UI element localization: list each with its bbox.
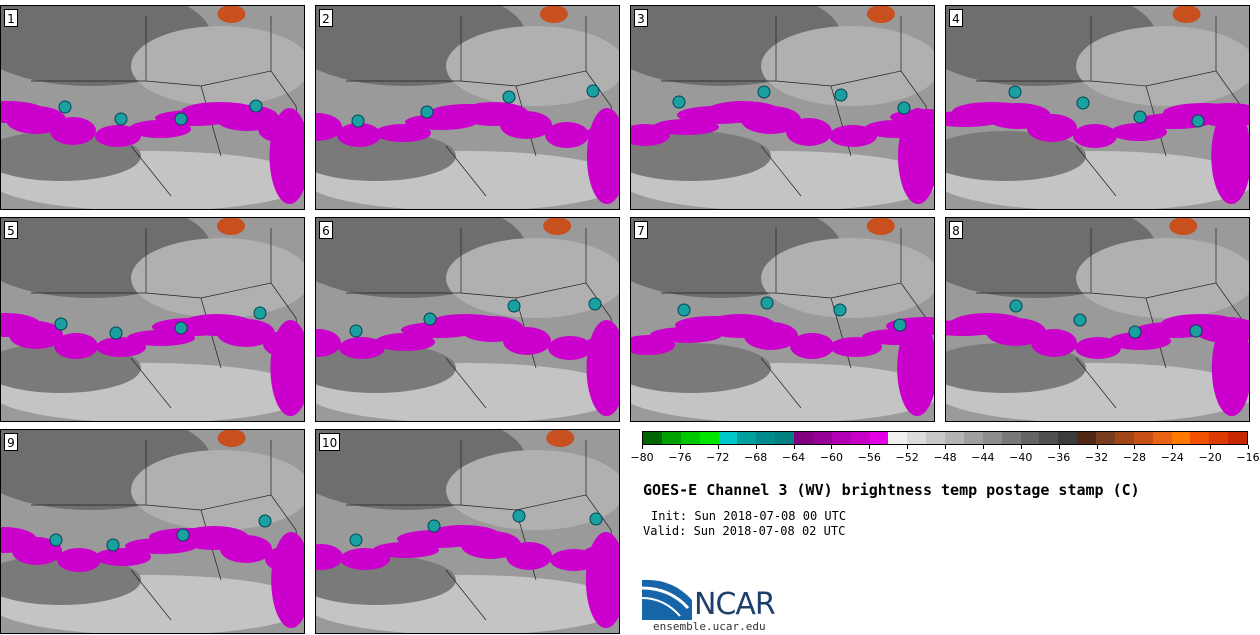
colorbar-swatch	[907, 432, 927, 444]
member-number: 6	[319, 221, 333, 239]
colorbar-swatch	[1114, 432, 1134, 444]
member-number: 1	[4, 9, 18, 27]
colorbar-swatch	[1133, 432, 1153, 444]
colorbar-swatch	[1209, 432, 1229, 444]
colorbar-tick-label: −56	[857, 451, 881, 464]
map-panel-3: 3	[630, 5, 935, 210]
colorbar-tick	[945, 445, 946, 449]
colorbar-tick-label: −20	[1198, 451, 1222, 464]
colorbar-tick-label: −60	[819, 451, 843, 464]
colorbar-tick-label: −64	[781, 451, 806, 464]
map-panel-1: 1	[0, 5, 305, 210]
colorbar-swatch	[1171, 432, 1191, 444]
colorbar-tick-label: −28	[1122, 451, 1146, 464]
member-number: 10	[319, 433, 341, 451]
colorbar-tick	[642, 445, 643, 449]
colorbar-tick-label: −36	[1047, 451, 1071, 464]
member-number: 3	[634, 9, 648, 27]
colorbar-tick-label: −44	[971, 451, 995, 464]
colorbar	[642, 431, 1248, 445]
colorbar-swatch	[699, 432, 719, 444]
colorbar-tick	[1096, 445, 1098, 449]
member-number: 5	[4, 221, 18, 239]
colorbar-swatch	[945, 432, 964, 444]
colorbar-swatch	[1190, 432, 1210, 444]
chart-title: GOES-E Channel 3 (WV) brightness temp po…	[643, 481, 1140, 499]
map-panel-4: 4	[945, 5, 1250, 210]
member-number: 7	[634, 221, 648, 239]
colorbar-tick-label: −32	[1084, 451, 1109, 464]
colorbar-tick	[1020, 445, 1022, 449]
colorbar-swatch	[850, 432, 870, 444]
colorbar-tick	[679, 445, 681, 449]
colorbar-tick	[717, 445, 719, 449]
colorbar-tick-label: −24	[1160, 451, 1184, 464]
colorbar-tick-label: −40	[1009, 451, 1033, 464]
colorbar-tick-label: −68	[744, 451, 768, 464]
colorbar-tick	[982, 445, 984, 449]
colorbar-swatch	[869, 432, 889, 444]
colorbar-tick	[869, 445, 871, 449]
colorbar-tick-label: −52	[895, 451, 919, 464]
colorbar-swatch	[794, 432, 813, 444]
map-panel-2: 2	[315, 5, 620, 210]
colorbar-tick	[1134, 445, 1136, 449]
colorbar-tick	[755, 445, 757, 449]
colorbar-swatch	[982, 432, 1002, 444]
colorbar-tick-label: −72	[706, 451, 730, 464]
colorbar-swatch	[1001, 432, 1021, 444]
colorbar-swatch	[661, 432, 681, 444]
member-number: 2	[319, 9, 333, 27]
map-panel-9: 9	[0, 429, 305, 634]
colorbar-swatch	[812, 432, 832, 444]
colorbar-swatch	[831, 432, 851, 444]
map-panel-7: 7	[630, 217, 935, 422]
colorbar-swatch	[1096, 432, 1115, 444]
colorbar-swatch	[1077, 432, 1096, 444]
colorbar-swatch	[718, 432, 738, 444]
colorbar-tick-label: −16	[1236, 451, 1260, 464]
member-number: 9	[4, 433, 18, 451]
colorbar-tick-label: −76	[668, 451, 692, 464]
colorbar-swatch	[737, 432, 757, 444]
map-panel-8: 8	[945, 217, 1250, 422]
ncar-logo-icon	[642, 579, 692, 620]
map-panel-6: 6	[315, 217, 620, 422]
colorbar-swatch	[756, 432, 776, 444]
map-panel-10: 10	[315, 429, 620, 634]
colorbar-swatch	[926, 432, 945, 444]
colorbar-swatch	[775, 432, 794, 444]
colorbar-swatch	[1228, 432, 1247, 444]
map-panel-5: 5	[0, 217, 305, 422]
colorbar-tick	[1172, 445, 1174, 449]
colorbar-swatch	[1039, 432, 1059, 444]
colorbar-swatch	[888, 432, 908, 444]
colorbar-tick-label: −48	[933, 451, 957, 464]
colorbar-tick-label: −80	[630, 451, 654, 464]
ensemble-url: ensemble.ucar.edu	[653, 620, 766, 633]
colorbar-tick	[907, 445, 909, 449]
colorbar-swatch	[1058, 432, 1078, 444]
colorbar-swatch	[643, 432, 662, 444]
colorbar-tick	[1058, 445, 1060, 449]
colorbar-tick	[1248, 445, 1249, 449]
init-time: Init: Sun 2018-07-08 00 UTC	[651, 509, 847, 523]
colorbar-swatch	[1020, 432, 1040, 444]
member-number: 4	[949, 9, 963, 27]
ncar-logo-text: NCAR	[694, 587, 776, 622]
colorbar-swatch	[680, 432, 700, 444]
member-number: 8	[949, 221, 963, 239]
colorbar-tick	[831, 445, 833, 449]
colorbar-tick	[1210, 445, 1212, 449]
colorbar-swatch	[1152, 432, 1172, 444]
valid-time: Valid: Sun 2018-07-08 02 UTC	[643, 524, 846, 538]
colorbar-tick	[793, 445, 795, 449]
colorbar-swatch	[963, 432, 983, 444]
